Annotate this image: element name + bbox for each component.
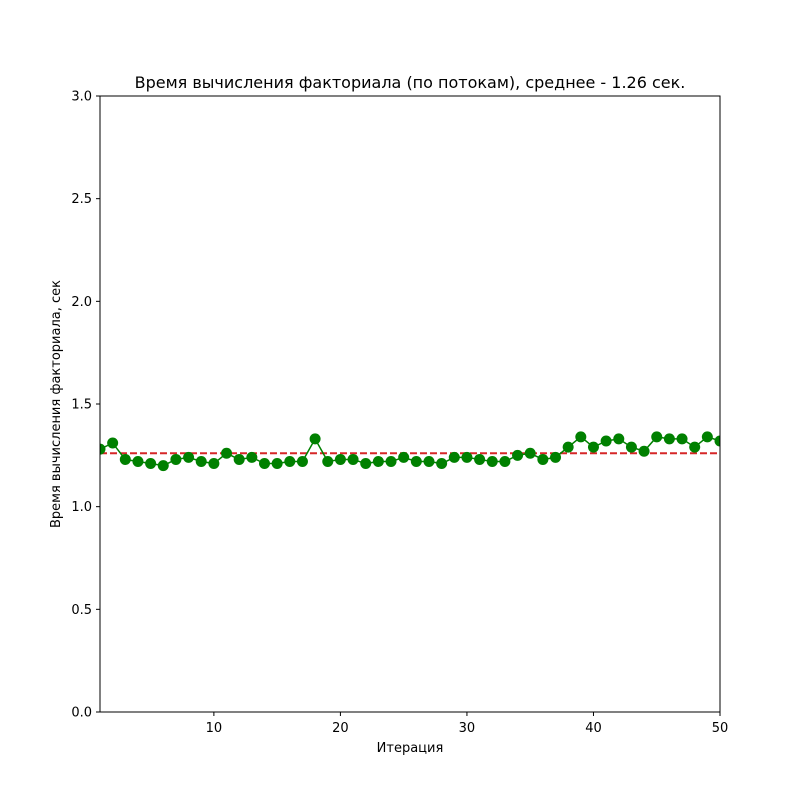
data-point — [524, 447, 536, 459]
data-point — [119, 453, 131, 465]
data-point — [347, 453, 359, 465]
x-tick-label: 40 — [585, 721, 602, 736]
y-tick-label: 0.5 — [71, 603, 92, 618]
data-point — [638, 445, 650, 457]
x-axis: 10 20 30 40 50 — [206, 712, 729, 736]
data-point — [132, 455, 144, 467]
data-point — [461, 451, 473, 463]
data-point — [334, 453, 346, 465]
data-point — [107, 437, 119, 449]
y-axis: 0.0 0.5 1.0 1.5 2.0 2.5 3.0 — [71, 90, 100, 721]
data-point — [587, 441, 599, 453]
data-point — [246, 451, 258, 463]
data-point — [145, 458, 157, 470]
y-tick-label: 1.5 — [71, 398, 92, 413]
data-point — [258, 458, 270, 470]
y-tick-label: 3.0 — [71, 90, 92, 105]
data-point — [613, 433, 625, 445]
data-point — [714, 435, 720, 447]
data-point — [208, 458, 220, 470]
data-point — [689, 441, 701, 453]
data-point — [562, 441, 574, 453]
data-point — [651, 431, 663, 443]
data-point — [512, 449, 524, 461]
data-point — [676, 433, 688, 445]
data-point — [436, 458, 448, 470]
x-tick-label: 10 — [206, 721, 223, 736]
data-point — [398, 451, 410, 463]
data-point — [360, 458, 372, 470]
data-point — [385, 455, 397, 467]
data-point — [170, 453, 182, 465]
data-point — [233, 453, 245, 465]
x-tick-label: 20 — [332, 721, 349, 736]
data-point — [100, 443, 106, 455]
y-tick-label: 2.5 — [71, 192, 92, 207]
data-point — [448, 451, 460, 463]
data-point — [221, 447, 233, 459]
chart-title: Время вычисления факториала (по потокам)… — [135, 73, 686, 92]
data-point — [284, 455, 296, 467]
y-tick-label: 0.0 — [71, 706, 92, 721]
data-point — [537, 453, 549, 465]
data-point — [195, 455, 207, 467]
x-tick-label: 30 — [459, 721, 476, 736]
data-point — [423, 455, 435, 467]
data-point — [157, 460, 169, 472]
data-point — [486, 455, 498, 467]
data-point — [550, 451, 562, 463]
data-point — [600, 435, 612, 447]
data-point — [309, 433, 321, 445]
y-tick-label: 1.0 — [71, 500, 92, 515]
data-point — [625, 441, 637, 453]
data-point — [271, 458, 283, 470]
series-layer — [100, 431, 720, 472]
x-axis-label: Итерация — [377, 741, 444, 756]
data-point — [499, 455, 511, 467]
data-point — [322, 455, 334, 467]
data-point — [474, 453, 486, 465]
y-tick-label: 2.0 — [71, 295, 92, 310]
plot-area — [100, 96, 720, 712]
data-point — [410, 455, 422, 467]
data-point — [663, 433, 675, 445]
data-point — [183, 451, 195, 463]
data-point — [701, 431, 713, 443]
data-point — [296, 455, 308, 467]
x-tick-label: 50 — [712, 721, 729, 736]
data-point — [575, 431, 587, 443]
y-axis-label: Время вычисления факториала, сек — [49, 280, 64, 528]
data-point — [372, 455, 384, 467]
